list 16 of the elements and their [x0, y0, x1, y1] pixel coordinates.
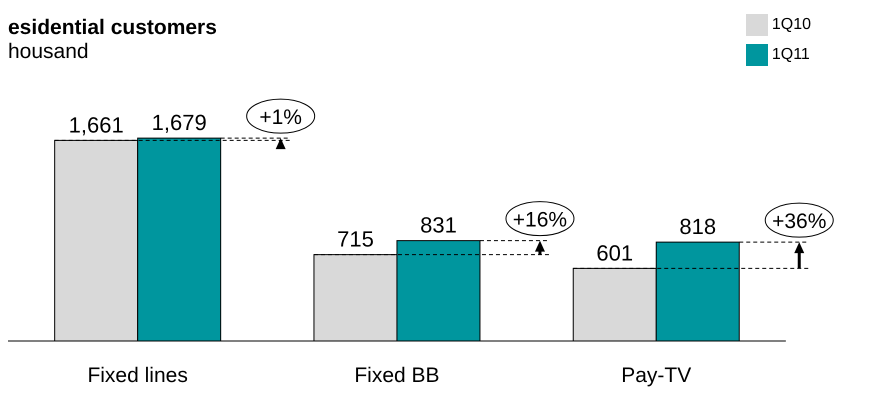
- chart-title: esidential customers: [8, 16, 217, 40]
- x-tick-label: Fixed BB: [354, 364, 440, 387]
- data-label: 1,679: [152, 110, 207, 136]
- data-label: 1,661: [68, 112, 124, 138]
- legend-label: 1Q10: [772, 16, 811, 33]
- text: +1%: [259, 106, 302, 130]
- annotation: +36%: [772, 210, 826, 234]
- data-label: 831: [420, 212, 457, 238]
- annotation: +16%: [512, 208, 568, 232]
- chart-subtitle: housand: [8, 40, 90, 64]
- x-tick-label: Fixed lines: [87, 364, 188, 387]
- data-label: 715: [337, 226, 374, 252]
- data-label: 818: [679, 214, 716, 240]
- data-label: 601: [596, 240, 634, 266]
- legend-label: 1Q11: [772, 46, 810, 63]
- x-tick-label: Pay-TV: [621, 364, 692, 387]
